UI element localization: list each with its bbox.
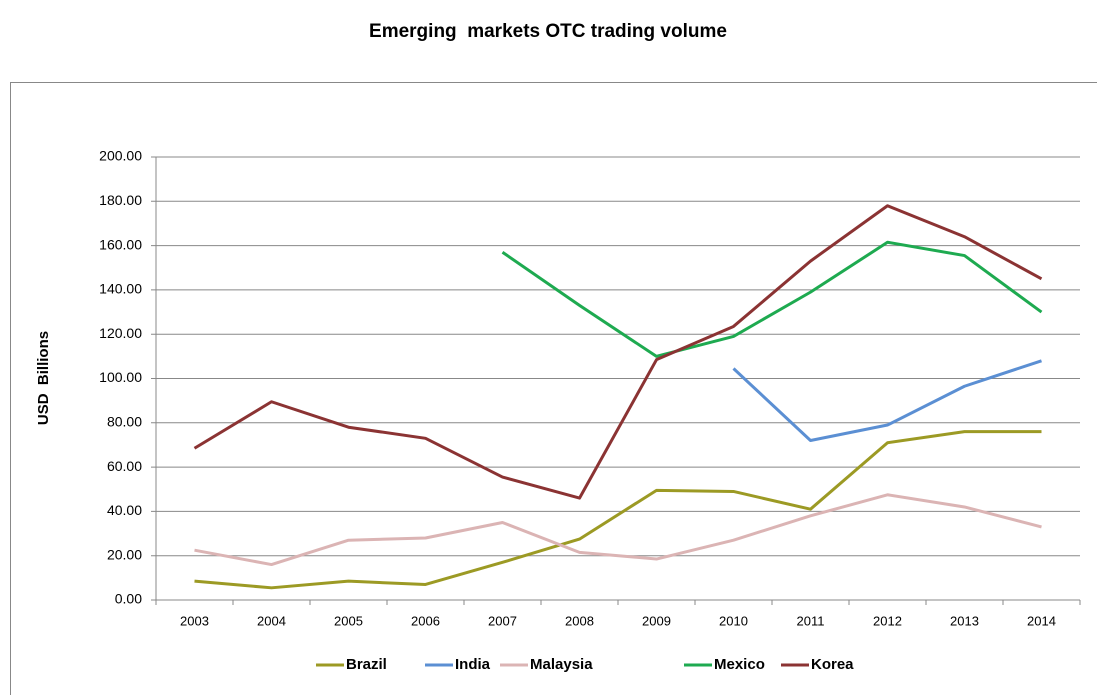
x-tick-label: 2014 [1027,613,1056,628]
series-line [194,430,1042,590]
series-line [193,204,1043,500]
y-tick-label: 60.00 [107,458,142,474]
series-line [501,240,1043,358]
chart-border [10,82,1097,695]
series-line [732,359,1042,443]
x-tick-label: 2012 [873,613,902,628]
x-tick-label: 2004 [257,613,286,628]
legend-label: Malaysia [530,656,593,673]
y-tick-label: 120.00 [99,325,142,341]
chart-title: Emerging markets OTC trading volume [369,21,727,42]
legend-label: Mexico [714,656,765,673]
y-tick-label: 80.00 [107,414,142,430]
legend-label: India [455,656,491,673]
series-line [194,493,1042,567]
legend-label: Brazil [346,656,387,673]
x-tick-label: 2008 [565,613,594,628]
y-tick-label: 180.00 [99,192,142,208]
x-tick-label: 2006 [411,613,440,628]
y-tick-label: 40.00 [107,502,142,518]
y-tick-label: 140.00 [99,281,142,297]
x-tick-label: 2003 [180,613,209,628]
x-tick-label: 2013 [950,613,979,628]
y-axis-title: USD Billions [35,331,52,425]
legend-label: Korea [811,656,854,673]
y-tick-label: 20.00 [107,546,142,562]
x-tick-label: 2010 [719,613,748,628]
x-tick-label: 2007 [488,613,517,628]
y-tick-label: 0.00 [115,591,142,607]
x-tick-label: 2005 [334,613,363,628]
x-tick-label: 2011 [797,613,825,628]
y-tick-label: 100.00 [99,369,142,385]
y-tick-label: 200.00 [99,148,142,164]
y-tick-label: 160.00 [99,236,142,252]
x-tick-label: 2009 [642,613,671,628]
